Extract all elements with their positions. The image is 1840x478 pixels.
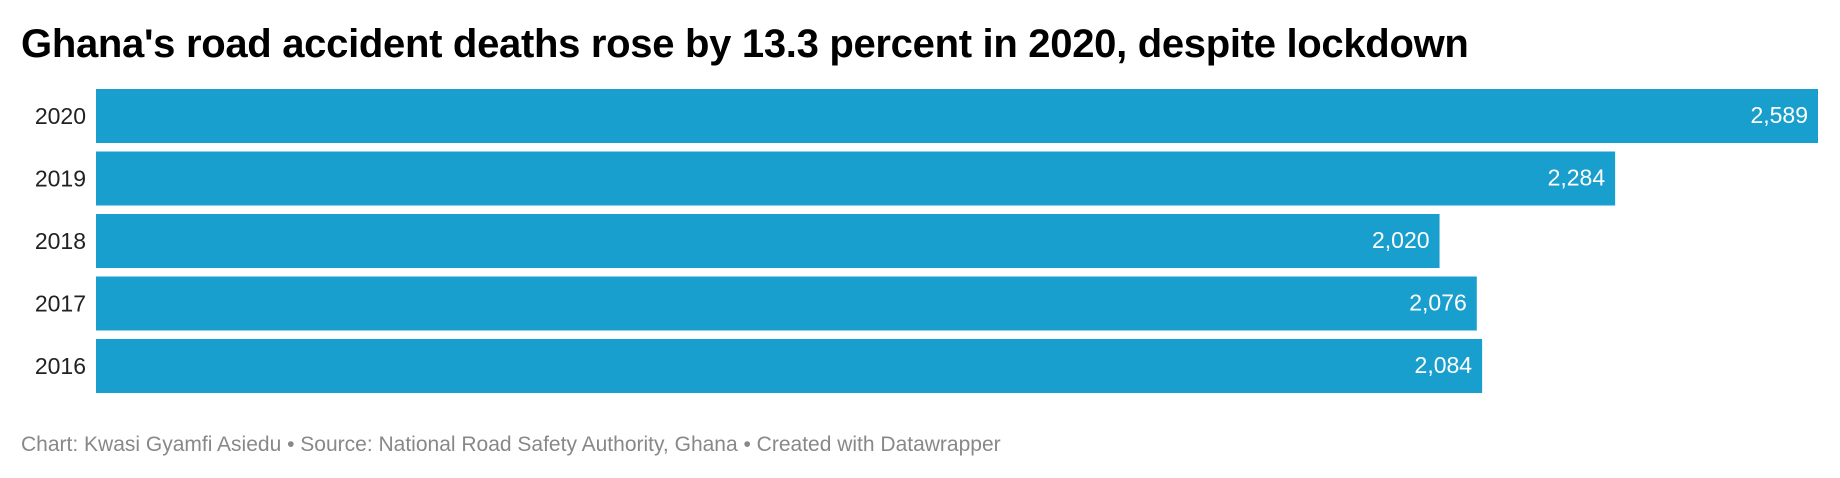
value-label-2019: 2,284 [1548,165,1606,191]
value-label-2020: 2,589 [1750,102,1808,128]
value-label-2016: 2,084 [1415,352,1473,378]
value-label-2018: 2,020 [1372,227,1430,253]
bar-2018 [96,214,1440,268]
bar-2019 [96,151,1616,206]
bar-chart: 2020 2,589 2019 2,284 2018 2,020 2017 2,076 2016… [0,88,1840,398]
category-label-2017: 2017 [35,291,86,317]
bar-2017 [96,276,1477,331]
bar-2020 [96,89,1818,143]
chart-title: Ghana's road accident deaths rose by 13.… [21,22,1469,66]
category-label-2019: 2019 [35,166,86,192]
chart-footer: Chart: Kwasi Gyamfi Asiedu • Source: Nat… [21,433,1001,456]
category-label-2016: 2016 [35,353,86,379]
category-label-2018: 2018 [35,228,86,254]
category-label-2020: 2020 [35,103,86,129]
bar-2016 [96,339,1483,393]
bar-chart-svg: 2020 2,589 2019 2,284 2018 2,020 2017 2,076 2016… [35,89,1818,393]
value-label-2017: 2,076 [1409,290,1467,316]
